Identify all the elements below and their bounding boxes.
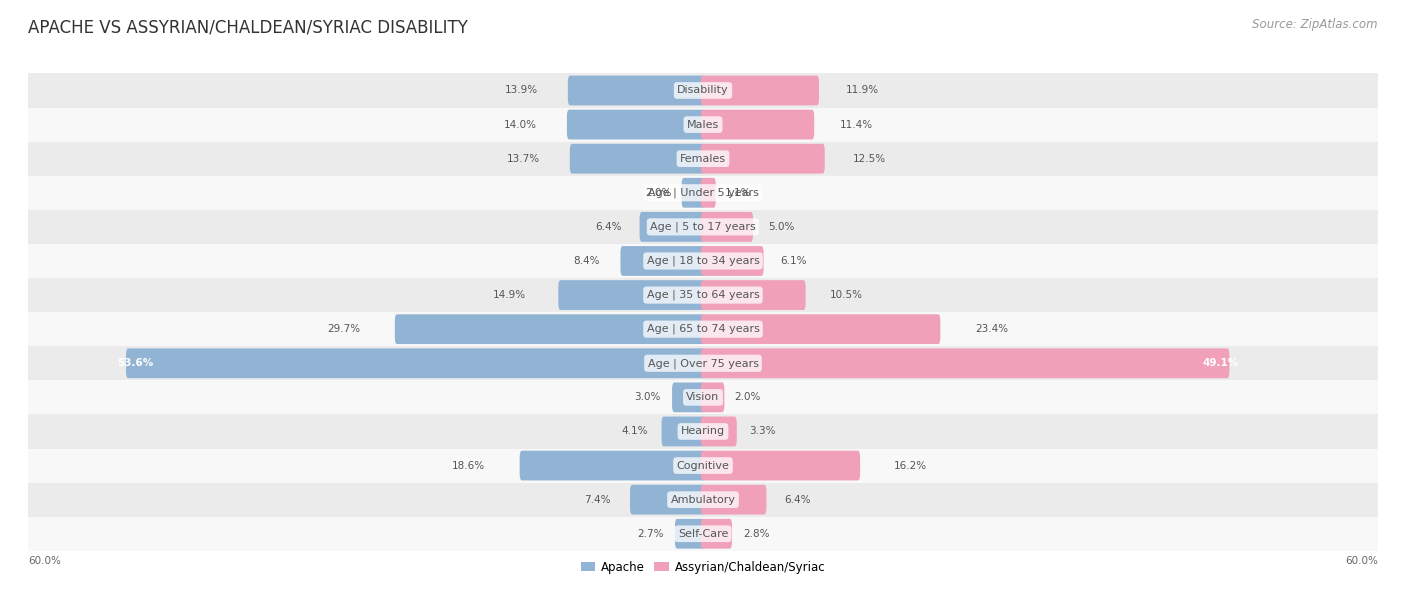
Text: Males: Males (688, 119, 718, 130)
Text: 60.0%: 60.0% (28, 556, 60, 566)
Text: 13.9%: 13.9% (505, 86, 537, 95)
Text: 29.7%: 29.7% (326, 324, 360, 334)
Text: Vision: Vision (686, 392, 720, 402)
Text: Females: Females (681, 154, 725, 163)
FancyBboxPatch shape (700, 212, 754, 242)
FancyBboxPatch shape (700, 382, 724, 412)
FancyBboxPatch shape (662, 417, 706, 446)
Bar (28, 414, 1378, 449)
Bar (28, 380, 1378, 414)
FancyBboxPatch shape (127, 348, 706, 378)
FancyBboxPatch shape (568, 76, 706, 105)
FancyBboxPatch shape (700, 76, 820, 105)
Text: 12.5%: 12.5% (852, 154, 886, 163)
Text: Age | 5 to 17 years: Age | 5 to 17 years (650, 222, 756, 232)
FancyBboxPatch shape (700, 450, 860, 480)
Text: APACHE VS ASSYRIAN/CHALDEAN/SYRIAC DISABILITY: APACHE VS ASSYRIAN/CHALDEAN/SYRIAC DISAB… (28, 18, 468, 36)
FancyBboxPatch shape (700, 110, 814, 140)
Text: Cognitive: Cognitive (676, 461, 730, 471)
Bar (28, 517, 1378, 551)
Text: 49.1%: 49.1% (1202, 358, 1239, 368)
Text: 6.4%: 6.4% (785, 494, 810, 505)
Text: 10.5%: 10.5% (830, 290, 863, 300)
Text: 11.4%: 11.4% (841, 119, 873, 130)
Text: 13.7%: 13.7% (506, 154, 540, 163)
FancyBboxPatch shape (700, 417, 737, 446)
Text: 53.6%: 53.6% (117, 358, 153, 368)
FancyBboxPatch shape (569, 144, 706, 174)
Text: Age | Under 5 years: Age | Under 5 years (648, 187, 758, 198)
Text: Ambulatory: Ambulatory (671, 494, 735, 505)
Text: 8.4%: 8.4% (574, 256, 599, 266)
Text: 5.0%: 5.0% (768, 222, 794, 232)
Bar (28, 449, 1378, 483)
Bar (28, 278, 1378, 312)
Text: 60.0%: 60.0% (1346, 556, 1378, 566)
Bar (28, 244, 1378, 278)
FancyBboxPatch shape (700, 519, 733, 548)
FancyBboxPatch shape (700, 246, 763, 276)
FancyBboxPatch shape (700, 178, 716, 207)
FancyBboxPatch shape (630, 485, 706, 515)
Text: 16.2%: 16.2% (894, 461, 928, 471)
FancyBboxPatch shape (520, 450, 706, 480)
Text: Age | 18 to 34 years: Age | 18 to 34 years (647, 256, 759, 266)
FancyBboxPatch shape (675, 519, 706, 548)
FancyBboxPatch shape (672, 382, 706, 412)
Text: 2.0%: 2.0% (645, 188, 672, 198)
Text: Age | 65 to 74 years: Age | 65 to 74 years (647, 324, 759, 334)
Text: Self-Care: Self-Care (678, 529, 728, 539)
FancyBboxPatch shape (567, 110, 706, 140)
Legend: Apache, Assyrian/Chaldean/Syriac: Apache, Assyrian/Chaldean/Syriac (576, 556, 830, 578)
Text: 11.9%: 11.9% (846, 86, 879, 95)
Text: Age | Over 75 years: Age | Over 75 years (648, 358, 758, 368)
Bar (28, 483, 1378, 517)
Text: 14.0%: 14.0% (503, 119, 537, 130)
Text: 18.6%: 18.6% (451, 461, 485, 471)
FancyBboxPatch shape (700, 315, 941, 344)
Text: 2.8%: 2.8% (744, 529, 770, 539)
Bar (28, 312, 1378, 346)
Text: 3.3%: 3.3% (749, 427, 776, 436)
FancyBboxPatch shape (700, 348, 1229, 378)
Text: Hearing: Hearing (681, 427, 725, 436)
Bar (28, 346, 1378, 380)
Text: 14.9%: 14.9% (494, 290, 526, 300)
Text: Age | 35 to 64 years: Age | 35 to 64 years (647, 290, 759, 300)
Text: 6.4%: 6.4% (596, 222, 621, 232)
FancyBboxPatch shape (682, 178, 706, 207)
Text: 4.1%: 4.1% (621, 427, 648, 436)
Text: 6.1%: 6.1% (780, 256, 807, 266)
FancyBboxPatch shape (395, 315, 706, 344)
Text: 2.7%: 2.7% (637, 529, 664, 539)
FancyBboxPatch shape (700, 280, 806, 310)
Bar (28, 73, 1378, 108)
Bar (28, 210, 1378, 244)
Text: Source: ZipAtlas.com: Source: ZipAtlas.com (1253, 18, 1378, 31)
Text: 3.0%: 3.0% (634, 392, 661, 402)
Text: Disability: Disability (678, 86, 728, 95)
FancyBboxPatch shape (640, 212, 706, 242)
Bar (28, 108, 1378, 141)
Text: 2.0%: 2.0% (734, 392, 761, 402)
Text: 7.4%: 7.4% (585, 494, 610, 505)
FancyBboxPatch shape (700, 144, 825, 174)
FancyBboxPatch shape (620, 246, 706, 276)
FancyBboxPatch shape (700, 485, 766, 515)
Text: 23.4%: 23.4% (976, 324, 1008, 334)
Bar (28, 141, 1378, 176)
FancyBboxPatch shape (558, 280, 706, 310)
Text: 1.1%: 1.1% (724, 188, 751, 198)
Bar (28, 176, 1378, 210)
